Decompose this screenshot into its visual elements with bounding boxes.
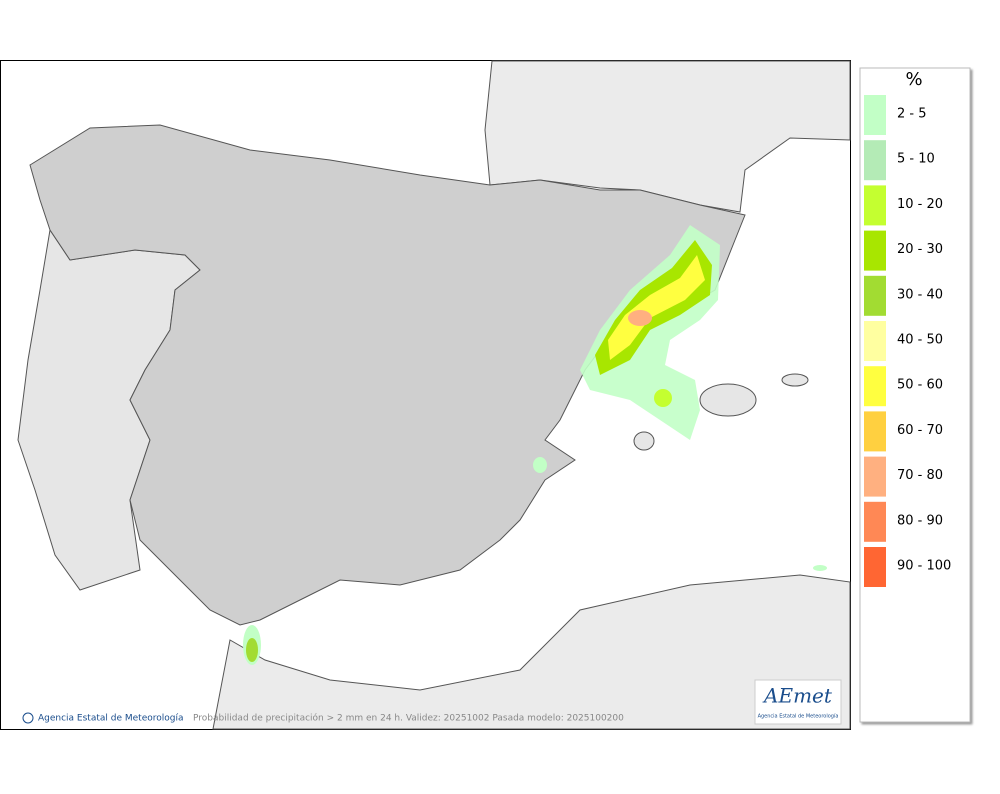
precip-area (813, 565, 827, 571)
legend-label: 60 - 70 (897, 423, 943, 438)
copyright-icon (22, 712, 34, 724)
legend-label: 20 - 30 (897, 242, 943, 257)
mallorca (699, 383, 757, 417)
legend: 2 - 5 5 - 10 10 - 20 20 - 30 30 - 40 40 - 50 5… (864, 95, 951, 587)
map (17, 60, 851, 730)
precip-area (246, 638, 258, 662)
legend-swatch (864, 95, 886, 135)
caption: Probabilidad de precipitación > 2 mm en … (193, 713, 624, 724)
legend-label: 90 - 100 (897, 559, 951, 574)
legend-label: 50 - 60 (897, 378, 943, 393)
logo-name: AEmet (762, 684, 833, 708)
legend-label: 70 - 80 (897, 468, 943, 483)
legend-label: 2 - 5 (897, 107, 927, 122)
legend-swatch (864, 185, 886, 226)
credit: Agencia Estatal de Meteorología (38, 714, 184, 724)
legend-swatch (864, 140, 886, 181)
legend-swatch (864, 366, 886, 407)
precip-area (608, 255, 705, 360)
legend-swatch (864, 275, 886, 316)
legend-label: 40 - 50 (897, 333, 943, 348)
precipitation-areas (243, 225, 827, 665)
legend-swatch (864, 547, 886, 587)
legend-swatch (864, 456, 886, 497)
menorca (781, 373, 809, 387)
spain (29, 124, 746, 626)
legend-label: 30 - 40 (897, 287, 943, 302)
legend-swatch (864, 501, 886, 542)
legend-label: 10 - 20 (897, 197, 943, 212)
legend-label: 5 - 10 (897, 152, 935, 167)
legend-title: % (905, 69, 922, 90)
legend-label: 80 - 90 (897, 513, 943, 528)
legend-swatch (864, 321, 886, 361)
logo-subtitle: Agencia Estatal de Meteorología (758, 713, 839, 720)
precip-area (654, 389, 672, 407)
legend-swatch (864, 411, 886, 452)
logo-box (754, 679, 842, 725)
precip-area (533, 457, 547, 473)
ibiza (633, 431, 655, 451)
precip-area (628, 310, 652, 326)
legend-swatch (864, 230, 886, 271)
